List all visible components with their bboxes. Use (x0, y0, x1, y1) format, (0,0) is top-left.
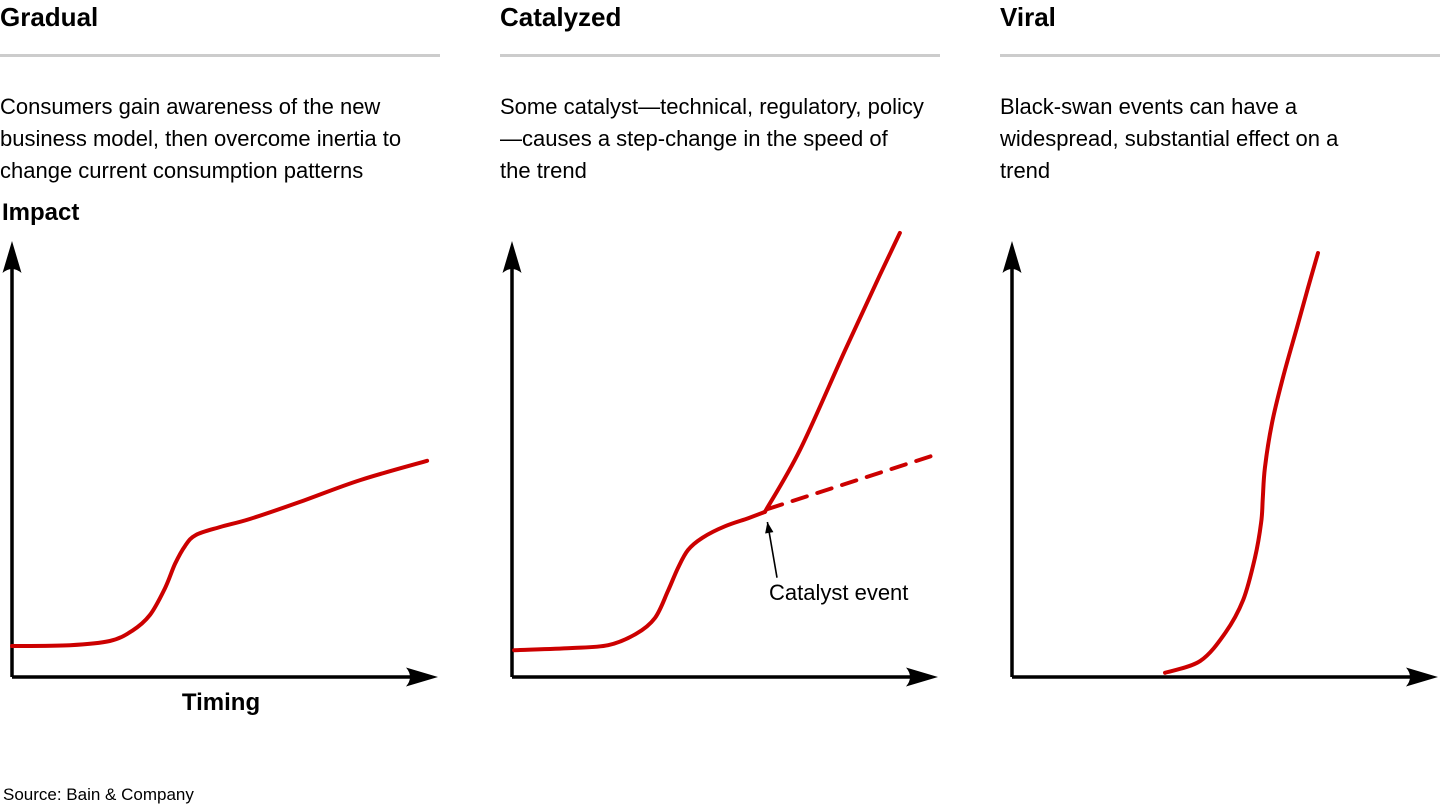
panel-viral: Viral Black-swan events can have a wides… (1000, 0, 1440, 187)
panel-description-catalyzed: Some catalyst—technical, regulatory, pol… (500, 94, 924, 183)
x-axis-label: Timing (181, 689, 261, 716)
gradual-trend-line (10, 458, 430, 648)
viral-chart (1002, 241, 1438, 687)
y-axis-arrow-icon (2, 241, 22, 273)
source-attribution: Source: Bain & Company (3, 785, 194, 804)
panel-catalyzed: Catalyzed Some catalyst—technical, regul… (500, 0, 940, 187)
x-axis-arrow-icon (406, 667, 438, 687)
x-axis-arrow-icon (1406, 667, 1438, 687)
y-axis-arrow-icon (502, 241, 522, 273)
panel-divider (1000, 54, 1440, 57)
panel-title-viral: Viral (1000, 2, 1056, 32)
panel-divider (500, 54, 940, 57)
x-axis-arrow-icon (906, 667, 938, 687)
panel-divider (0, 54, 440, 57)
panel-title-gradual: Gradual (0, 2, 99, 32)
catalyzed-series-layer (512, 230, 937, 653)
viral-trend-line (1163, 251, 1320, 675)
viral-series-layer (1163, 251, 1320, 675)
panel-description-gradual: Consumers gain awareness of the new busi… (0, 94, 402, 183)
catalyzed-chart (502, 230, 938, 687)
original-trajectory-dashed-line (765, 452, 937, 511)
catalyzed-acceleration-line (762, 230, 902, 514)
y-axis-label: Impact (2, 199, 80, 226)
annotation-arrowhead-icon (765, 521, 774, 534)
gradual-chart (2, 241, 438, 687)
pre-catalyst-trend-line (512, 509, 767, 653)
panel-gradual: Gradual Consumers gain awareness of the … (0, 0, 440, 187)
catalyst-annotation-arrow (765, 521, 778, 578)
catalyst-event-annotation: Catalyst event (769, 580, 909, 605)
gradual-series-layer (10, 458, 430, 648)
panel-description-viral: Black-swan events can have a widespread,… (1000, 94, 1339, 183)
panel-title-catalyzed: Catalyzed (500, 2, 622, 32)
y-axis-arrow-icon (1002, 241, 1022, 273)
